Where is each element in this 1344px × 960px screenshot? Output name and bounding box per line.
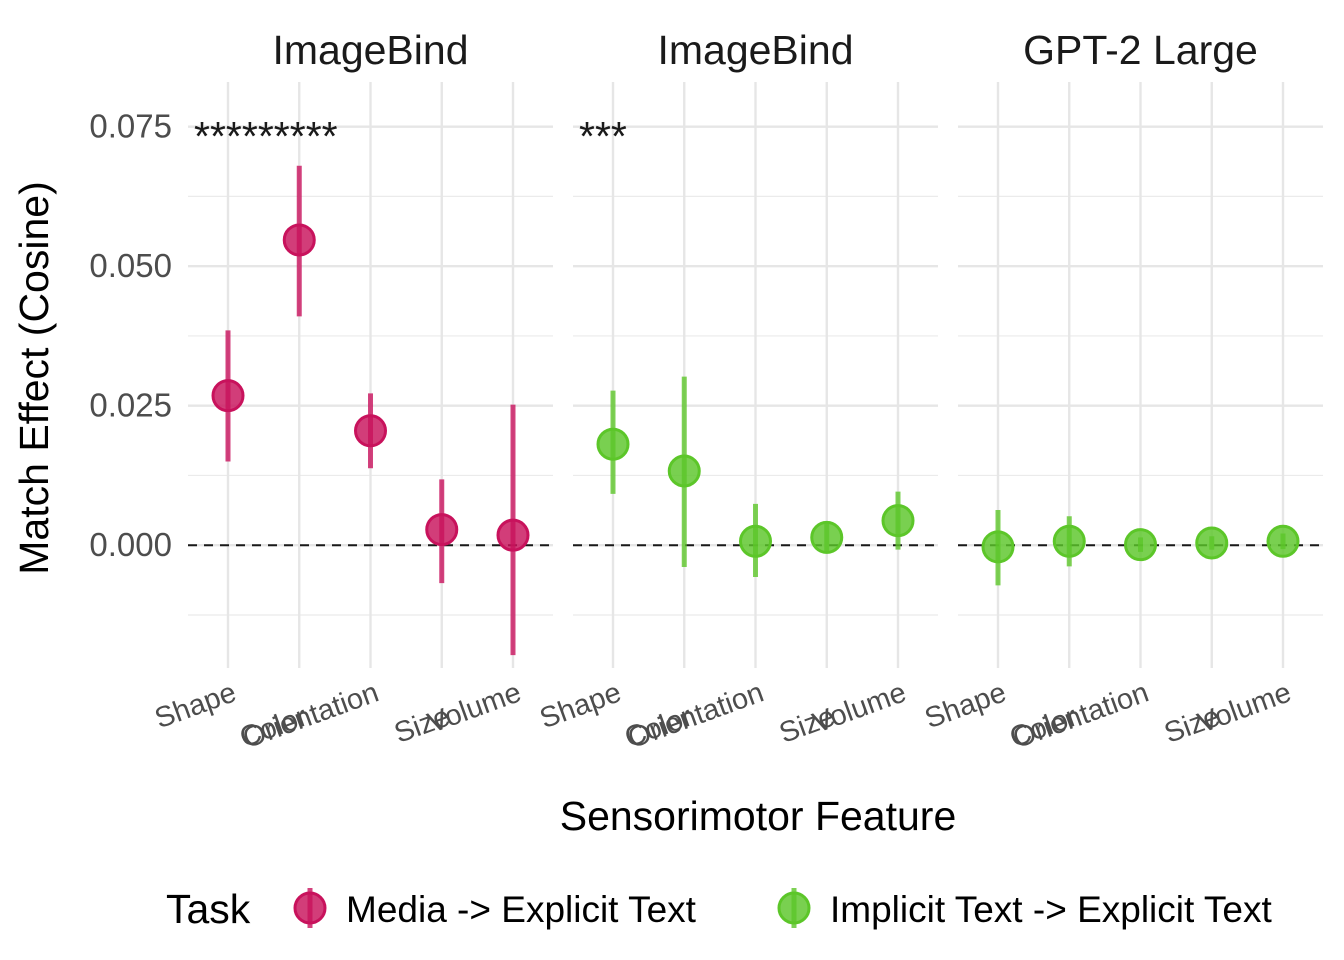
x-tick-label: Volume — [424, 677, 526, 740]
facet-title: ImageBind — [272, 27, 468, 73]
legend-title: Task — [166, 886, 251, 932]
data-point — [1052, 524, 1086, 558]
legend-key-point — [777, 891, 811, 925]
facet-title: ImageBind — [657, 27, 853, 73]
legend-entry: Implicit Text -> Explicit Text — [777, 888, 1272, 930]
data-point — [1195, 526, 1229, 560]
data-point — [1124, 528, 1157, 562]
significance-stars: ********* — [194, 113, 338, 159]
x-axis-title: Sensorimotor Feature — [560, 793, 957, 839]
data-point — [211, 379, 245, 413]
data-point — [1266, 524, 1300, 558]
data-point — [739, 524, 772, 558]
y-tick-label: 0.025 — [89, 387, 172, 424]
x-tick-label: Shape — [921, 677, 1011, 736]
legend-label: Media -> Explicit Text — [346, 889, 697, 930]
facet-title: GPT-2 Large — [1023, 27, 1258, 73]
x-tick-label: Volume — [809, 677, 911, 740]
data-point — [981, 530, 1015, 564]
legend-key-point — [293, 891, 327, 925]
y-axis: 0.000 0.025 0.050 0.075 — [89, 108, 172, 564]
y-tick-label: 0.050 — [89, 247, 172, 284]
significance-stars: *** — [579, 113, 627, 159]
y-tick-label: 0.075 — [89, 108, 172, 145]
data-point — [596, 427, 630, 461]
data-point — [425, 513, 459, 547]
data-point — [810, 520, 844, 554]
y-tick-label: 0.000 — [89, 526, 172, 563]
y-axis-title: Match Effect (Cosine) — [11, 181, 57, 574]
x-tick-label: Volume — [1194, 677, 1296, 740]
data-point — [282, 223, 316, 257]
data-point — [496, 518, 530, 552]
data-point — [354, 414, 387, 448]
legend-label: Implicit Text -> Explicit Text — [830, 889, 1272, 930]
data-point — [881, 504, 915, 538]
x-tick-label: Shape — [536, 677, 626, 736]
x-tick-label: Shape — [151, 677, 241, 736]
legend: Task Media -> Explicit Text Implicit Text … — [166, 886, 1272, 932]
legend-entry: Media -> Explicit Text — [293, 888, 697, 930]
data-point — [667, 454, 701, 488]
